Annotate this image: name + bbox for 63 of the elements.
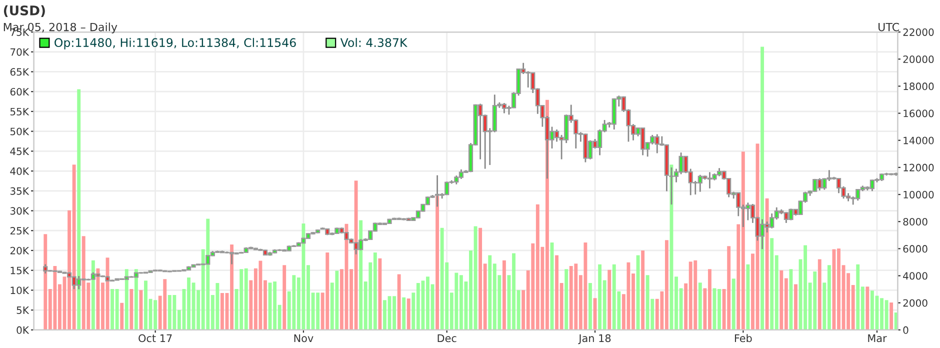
y2-tick-label: 0 bbox=[903, 326, 908, 334]
bar bbox=[564, 269, 568, 330]
x-tick-label: Jan 18 bbox=[578, 334, 611, 344]
bar bbox=[502, 260, 506, 330]
chart-title: (USD) bbox=[4, 5, 45, 17]
x-tick-label: Feb bbox=[734, 334, 752, 342]
bar bbox=[406, 298, 410, 330]
bar bbox=[402, 297, 406, 330]
y-tick-label: 0K bbox=[16, 326, 30, 334]
bar bbox=[866, 286, 870, 330]
y2-tick-label: 2000 bbox=[903, 299, 928, 307]
bar bbox=[760, 46, 764, 330]
y2-tick-label: 12000 bbox=[904, 164, 934, 172]
bar bbox=[130, 288, 134, 330]
y-tick-label: 60K bbox=[10, 88, 30, 96]
x-tick-label: Mar bbox=[868, 334, 887, 342]
y-tick-label: 40K bbox=[10, 167, 30, 175]
y2-tick-label: 16000 bbox=[904, 110, 934, 118]
legend-label: Op:11480, Hi:11619, Lo:11384, Cl:11546 bbox=[54, 38, 296, 50]
bar bbox=[588, 283, 592, 330]
y2-tick-label: 6000 bbox=[903, 245, 928, 253]
y-tick-label: 15K bbox=[10, 266, 30, 274]
bar bbox=[789, 269, 793, 330]
y-tick-label: 20K bbox=[10, 246, 30, 254]
legend-label: Vol: 4.387K bbox=[340, 38, 408, 48]
bar bbox=[698, 282, 702, 330]
text: UTC bbox=[878, 22, 899, 32]
bar bbox=[134, 269, 138, 330]
bar bbox=[818, 259, 822, 330]
bar bbox=[120, 302, 124, 330]
bar bbox=[890, 302, 894, 330]
bar bbox=[641, 250, 645, 330]
bar bbox=[378, 258, 382, 330]
y2-tick-label: 10000 bbox=[904, 190, 934, 198]
bar bbox=[608, 270, 612, 330]
bar bbox=[91, 260, 95, 330]
y-tick-label: 55K bbox=[10, 108, 30, 116]
bar bbox=[794, 284, 798, 330]
x-tick-label: Dec bbox=[438, 334, 456, 342]
bar bbox=[124, 269, 128, 330]
y2-tick-label: 20000 bbox=[903, 55, 934, 64]
y2-tick-label: 14000 bbox=[904, 136, 934, 144]
y-tick-label: 50K bbox=[10, 128, 30, 136]
bar bbox=[732, 278, 736, 330]
y-tick-label: 70K bbox=[10, 48, 30, 56]
y-tick-label: 25K bbox=[10, 226, 30, 235]
bar bbox=[746, 264, 750, 330]
y-tick-label: 30K bbox=[10, 207, 30, 215]
y2-tick-label: 4000 bbox=[903, 272, 928, 280]
y-tick-label: 10K bbox=[10, 286, 30, 294]
x-tick-label: Oct 17 bbox=[138, 334, 172, 342]
bar bbox=[765, 198, 769, 330]
bar bbox=[282, 265, 286, 330]
bar bbox=[77, 89, 81, 330]
y2-tick-label: 22000 bbox=[903, 28, 934, 36]
x-tick-label: Nov bbox=[294, 334, 314, 342]
y-tick-label: 5K bbox=[16, 306, 30, 314]
y2-tick-label: 18000 bbox=[904, 82, 934, 90]
y-tick-label: 35K bbox=[10, 187, 30, 195]
y-tick-label: 65K bbox=[10, 68, 30, 76]
y2-tick-label: 8000 bbox=[903, 218, 928, 226]
bar bbox=[397, 274, 401, 330]
y-tick-label: 45K bbox=[10, 148, 30, 156]
